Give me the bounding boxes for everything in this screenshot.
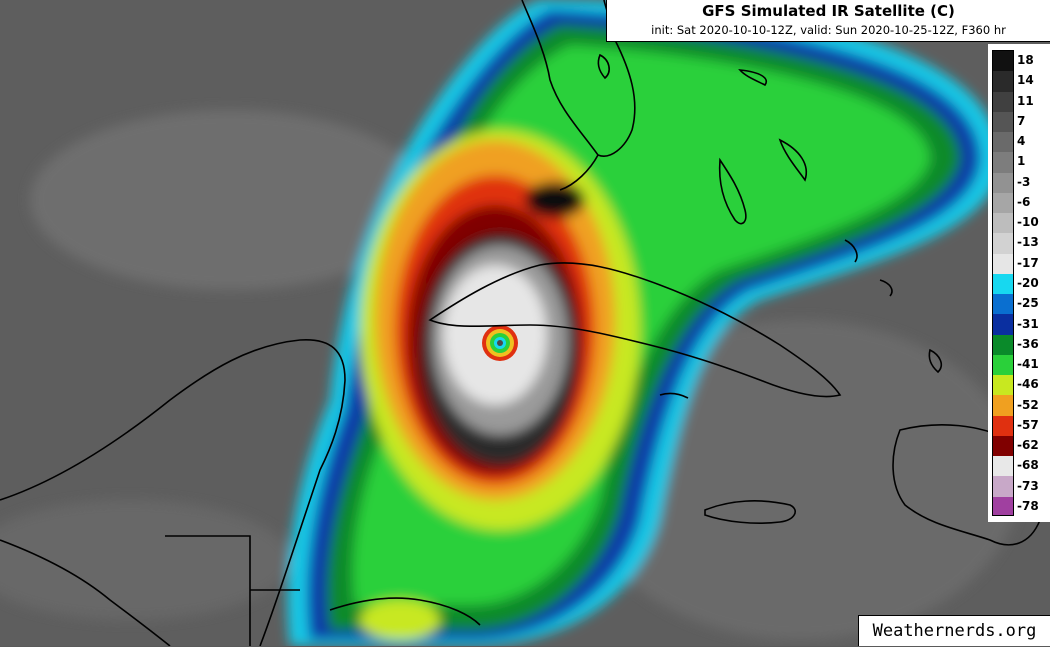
colorbar-tick-label: -6 bbox=[1017, 194, 1031, 209]
colorbar-tick-label: 14 bbox=[1017, 73, 1034, 88]
colorbar-segment bbox=[993, 172, 1013, 194]
colorbar-tick-label: -36 bbox=[1017, 336, 1039, 351]
colorbar-segment bbox=[993, 354, 1013, 377]
colorbar-segment bbox=[993, 213, 1013, 235]
colorbar-tick-label: -52 bbox=[1017, 397, 1039, 412]
colorbar-tick-label: -25 bbox=[1017, 296, 1039, 311]
colorbar-segment bbox=[993, 476, 1013, 498]
colorbar-tick-label: 1 bbox=[1017, 154, 1026, 169]
colorbar-segment bbox=[993, 395, 1013, 417]
colorbar bbox=[992, 50, 1014, 516]
colorbar-segment bbox=[993, 334, 1013, 356]
colorbar-segment bbox=[993, 111, 1013, 134]
colorbar-segment bbox=[993, 375, 1013, 397]
hurricane-eye bbox=[482, 325, 518, 361]
colorbar-tick-label: -68 bbox=[1017, 458, 1039, 473]
colorbar-segment bbox=[993, 51, 1013, 73]
map-subtitle: init: Sat 2020-10-10-12Z, valid: Sun 202… bbox=[651, 23, 1006, 37]
credit-label: Weathernerds.org bbox=[858, 615, 1050, 646]
colorbar-tick-label: -17 bbox=[1017, 255, 1039, 270]
colorbar-segment bbox=[993, 294, 1013, 316]
colorbar-segment bbox=[993, 132, 1013, 154]
colorbar-segment bbox=[993, 71, 1013, 93]
title-box: GFS Simulated IR Satellite (C) init: Sat… bbox=[606, 0, 1050, 42]
colorbar-tick-label: -20 bbox=[1017, 276, 1039, 290]
colorbar-segment bbox=[993, 415, 1013, 437]
map-title: GFS Simulated IR Satellite (C) bbox=[702, 2, 955, 20]
colorbar-tick-label: -10 bbox=[1017, 215, 1039, 230]
colorbar-tick-label: 4 bbox=[1017, 134, 1026, 149]
colorbar-tick-label: -3 bbox=[1017, 174, 1031, 189]
colorbar-tick-label: 7 bbox=[1017, 113, 1026, 128]
colorbar-segment bbox=[993, 192, 1013, 215]
colorbar-tick-label: -73 bbox=[1017, 478, 1039, 493]
colorbar-tick-label: -41 bbox=[1017, 357, 1039, 372]
colorbar-segment bbox=[993, 253, 1013, 275]
colorbar-tick-label: -13 bbox=[1017, 235, 1039, 250]
colorbar-tick-label: -62 bbox=[1017, 438, 1039, 453]
colorbar-segment bbox=[993, 496, 1013, 515]
colorbar-tick-label: -31 bbox=[1017, 316, 1039, 331]
colorbar-segment bbox=[993, 152, 1013, 174]
colorbar-tick-label: -57 bbox=[1017, 417, 1039, 432]
colorbar-tick-label: -46 bbox=[1017, 377, 1039, 392]
colorbar-segment bbox=[993, 314, 1013, 336]
colorbar-segment bbox=[993, 233, 1013, 255]
colorbar-tick-label: 18 bbox=[1017, 53, 1034, 68]
colorbar-segment bbox=[993, 91, 1013, 113]
colorbar-segment bbox=[993, 435, 1013, 458]
colorbar-tick-label: -78 bbox=[1017, 498, 1039, 513]
colorbar-segment bbox=[993, 273, 1013, 296]
colorbar-tick-label: 11 bbox=[1017, 93, 1034, 108]
colorbar-segment bbox=[993, 456, 1013, 478]
